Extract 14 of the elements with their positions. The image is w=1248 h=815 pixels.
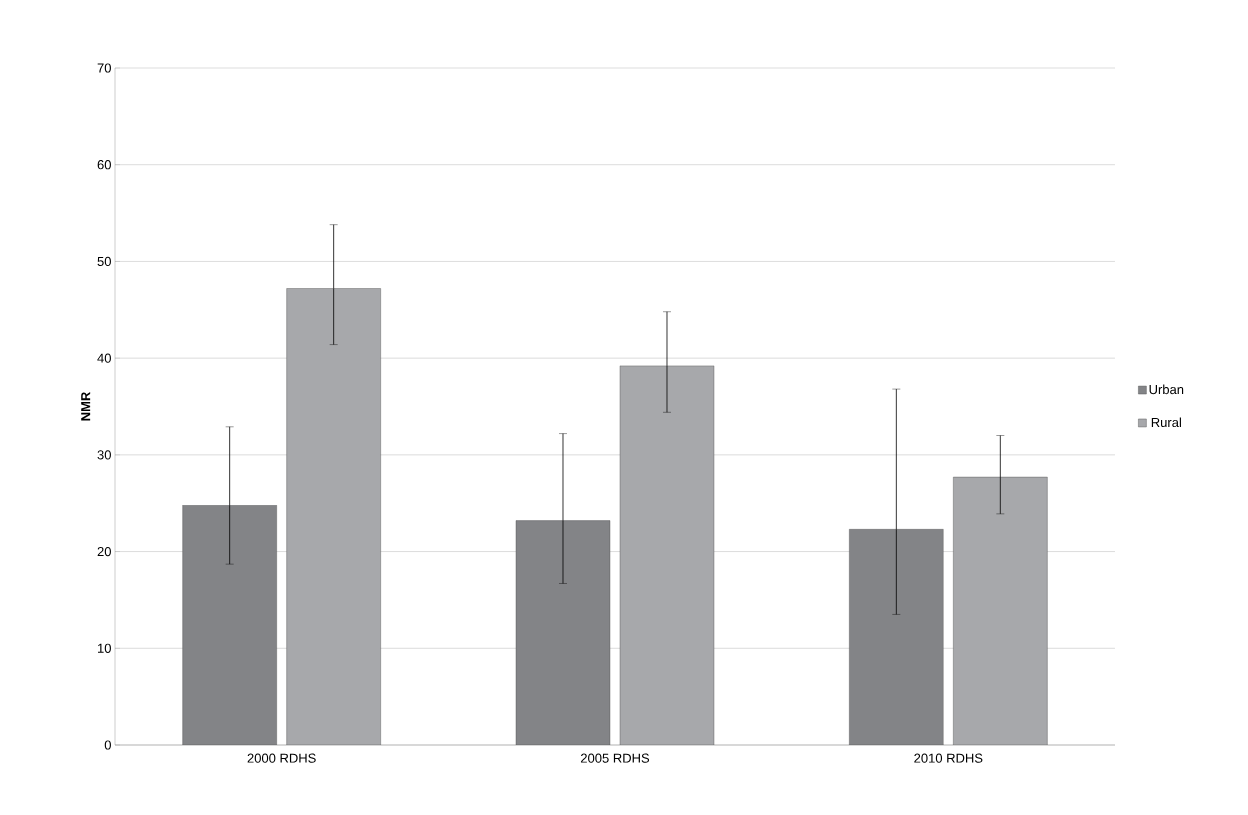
y-tick-label: 50 bbox=[97, 256, 111, 267]
y-tick-label: 0 bbox=[104, 740, 111, 750]
x-tick-label: 2010 RDHS bbox=[914, 753, 983, 763]
y-tick-label: 40 bbox=[97, 353, 111, 363]
x-tick-label: 2005 RDHS bbox=[580, 753, 650, 763]
y-tick-label: 60 bbox=[97, 160, 111, 170]
y-tick-label: 10 bbox=[98, 643, 111, 653]
x-tick-label: 2000 RDHS bbox=[247, 753, 316, 763]
y-tick-label: 70 bbox=[97, 63, 111, 73]
y-tick-label: 20 bbox=[97, 546, 111, 557]
y-tick-label: 30 bbox=[97, 450, 111, 460]
legend-label: Rural bbox=[1151, 417, 1181, 428]
legend-label: Urban bbox=[1149, 384, 1184, 395]
y-axis-title: NMR bbox=[81, 391, 91, 421]
